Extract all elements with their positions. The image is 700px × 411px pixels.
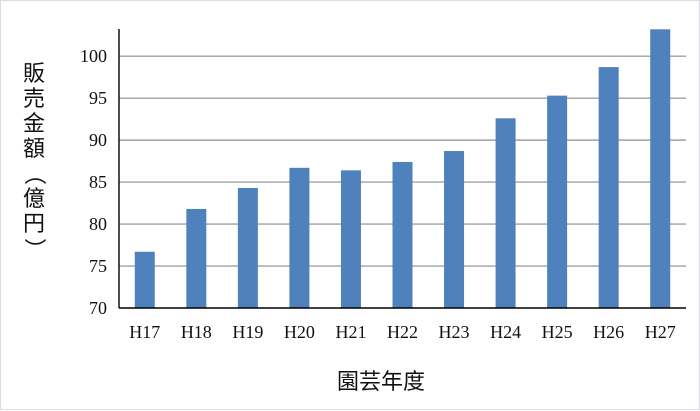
bar-H20: [289, 167, 310, 308]
y-tick-label: 80: [89, 214, 107, 234]
bars: [134, 29, 671, 309]
x-tick-label: H22: [387, 322, 418, 342]
bar-H25: [547, 95, 568, 308]
x-tick-label: H21: [335, 322, 366, 342]
y-tick-label: 90: [89, 130, 107, 150]
x-tick-label: H24: [490, 322, 521, 342]
bar-H27: [650, 29, 671, 308]
x-tick-label: H23: [439, 322, 470, 342]
x-tick-label: H26: [593, 322, 624, 342]
y-tick-label: 70: [89, 298, 107, 318]
y-axis-label-glyph: （: [21, 163, 46, 185]
bar-H26: [598, 67, 619, 309]
x-tick-label: H27: [645, 322, 676, 342]
y-tick-label: 75: [89, 256, 107, 276]
x-tick-label: H17: [129, 322, 160, 342]
y-tick-labels: 70 75 80 85 90 95 100: [80, 46, 107, 318]
y-axis-label-glyph: 販: [23, 62, 45, 87]
y-tick-label: 85: [89, 172, 107, 192]
x-tick-label: H25: [542, 322, 573, 342]
bar-H21: [340, 170, 361, 308]
bar-H17: [134, 251, 155, 308]
bar-H19: [237, 187, 258, 308]
y-axis-label-glyph: 億: [23, 187, 45, 212]
x-axis-label: 園芸年度: [337, 370, 425, 395]
y-axis-label-glyph: ）: [21, 238, 46, 260]
x-tick-label: H20: [284, 322, 315, 342]
y-tick-label: 100: [80, 46, 107, 66]
y-axis-label-glyph: 円: [23, 212, 45, 237]
axes: [118, 29, 686, 309]
x-tick-labels: H17 H18 H19 H20 H21 H22 H23 H24 H25 H26 H27: [129, 322, 675, 342]
x-tick-label: H19: [232, 322, 263, 342]
bar-H18: [186, 208, 207, 308]
y-tick-label: 95: [89, 88, 107, 108]
y-axis-label-glyph: 額: [23, 137, 45, 162]
bar-H22: [392, 161, 413, 308]
y-axis-label-glyph: 金: [23, 112, 45, 137]
bar-H24: [495, 118, 516, 308]
bar-H23: [444, 151, 465, 308]
x-tick-label: H18: [181, 322, 212, 342]
y-axis-label-glyph: 売: [23, 87, 45, 112]
